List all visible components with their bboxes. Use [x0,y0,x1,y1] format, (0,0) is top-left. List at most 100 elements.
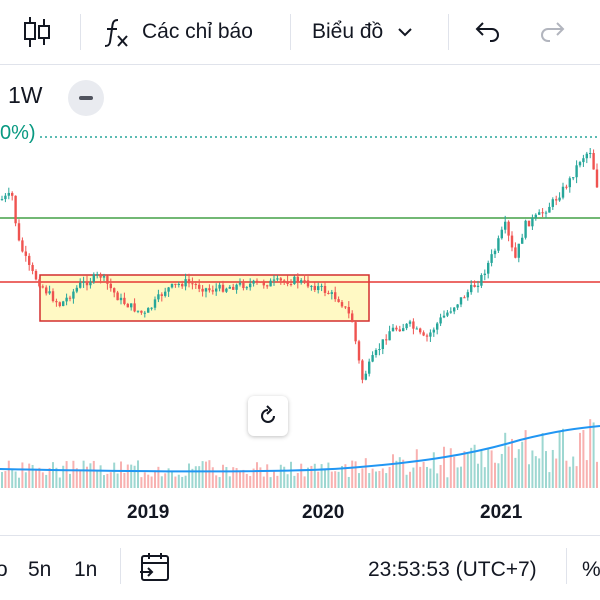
volume-bar [303,476,306,488]
candle-body [320,285,323,287]
volume-bar [551,449,554,488]
volume-bar [31,464,34,488]
candle-body [476,285,480,288]
volume-bar [589,419,592,488]
volume-bar [378,470,381,488]
interval-label[interactable]: 1W [8,82,43,108]
volume-bar [517,449,520,488]
volume-bar [504,432,507,488]
candle-body [89,281,92,286]
volume-bar [116,473,119,488]
candle-body [323,285,327,293]
reset-chart-button[interactable] [248,396,288,436]
range-button-1n[interactable]: 1n [74,558,98,581]
candle-body [442,315,446,318]
candle-body [538,212,541,215]
candle-body [160,294,163,296]
candle-body [198,284,201,289]
candle-body [116,292,119,301]
volume-bar [313,463,316,488]
percent-scale-toggle[interactable]: % [582,558,600,581]
redo-button[interactable] [538,0,566,64]
candle-body [24,251,27,256]
candle-body [306,280,310,287]
candle-body [170,283,174,288]
volume-bar [460,466,462,488]
volume-bar [239,471,241,488]
candle-body [133,303,136,312]
candle-body [7,192,10,196]
volume-bar [52,462,54,488]
volume-bar [106,473,109,488]
range-button-5n[interactable]: 5n [28,558,52,581]
volume-bar [262,476,265,488]
candle-body [334,292,337,300]
candle-body [136,310,140,312]
candle-body [521,237,524,244]
candle-body [395,327,398,330]
candle-body [589,153,592,155]
volume-bar [296,473,299,488]
candle-body [79,282,82,288]
undo-icon [475,22,499,42]
volume-bar [300,463,303,488]
volume-bar [276,475,279,488]
volume-bar [286,474,289,488]
candle-body [388,331,391,341]
indicators-label: Các chỉ báo [142,20,253,43]
volume-bar [371,468,374,488]
candle-body [201,288,204,292]
chart-menu-button[interactable]: Biểu đồ [312,0,413,64]
candle-body [480,275,483,286]
candle-body [524,220,527,238]
candle-body [140,310,143,313]
volume-bar [4,471,7,488]
candle-body [272,279,276,281]
candle-body [242,282,245,289]
volume-bar [103,475,105,488]
volume-bar [140,477,143,488]
volume-bar [18,477,20,488]
candle-body [191,283,194,285]
candle-body [405,323,408,329]
volume-bar [48,467,51,488]
volume-bar [483,467,486,488]
volume-bar [126,464,129,488]
volume-bar [215,475,218,488]
volume-bar [147,474,150,488]
candle-body [276,278,279,280]
bottom-divider [120,548,121,584]
range-button-partial[interactable]: o [0,558,8,581]
candle-body [181,283,184,287]
candle-body [72,291,75,299]
candle-body [368,361,371,374]
candle-body [582,158,585,163]
volume-bar [252,468,255,488]
candle-body [106,276,109,284]
volume-bar [596,461,598,488]
clock-timezone[interactable]: 23:53:53 (UTC+7) [368,558,537,581]
candle-body [238,282,242,285]
candle-body [347,306,350,314]
undo-button[interactable] [474,0,502,64]
calendar-goto-icon[interactable] [138,551,172,585]
indicators-button[interactable]: Các chỉ báo [102,0,253,64]
candle-body [561,186,565,198]
candle-body [374,350,378,356]
candle-body [113,288,116,293]
chart-type-button[interactable] [22,0,52,64]
volume-bar [120,461,122,488]
candle-body [289,283,293,285]
volume-bar [235,468,238,488]
bottom-toolbar: o 5n 1n 23:53:53 (UTC+7) % [0,535,600,600]
volume-bar [69,473,71,488]
volume-bar [412,467,415,488]
volume-bar [45,474,48,488]
volume-bar [432,452,435,488]
volume-bar [436,473,439,488]
candle-body [483,273,486,276]
candle-body [595,169,599,188]
collapse-legend-button[interactable] [68,80,104,116]
volume-bar [62,465,65,488]
